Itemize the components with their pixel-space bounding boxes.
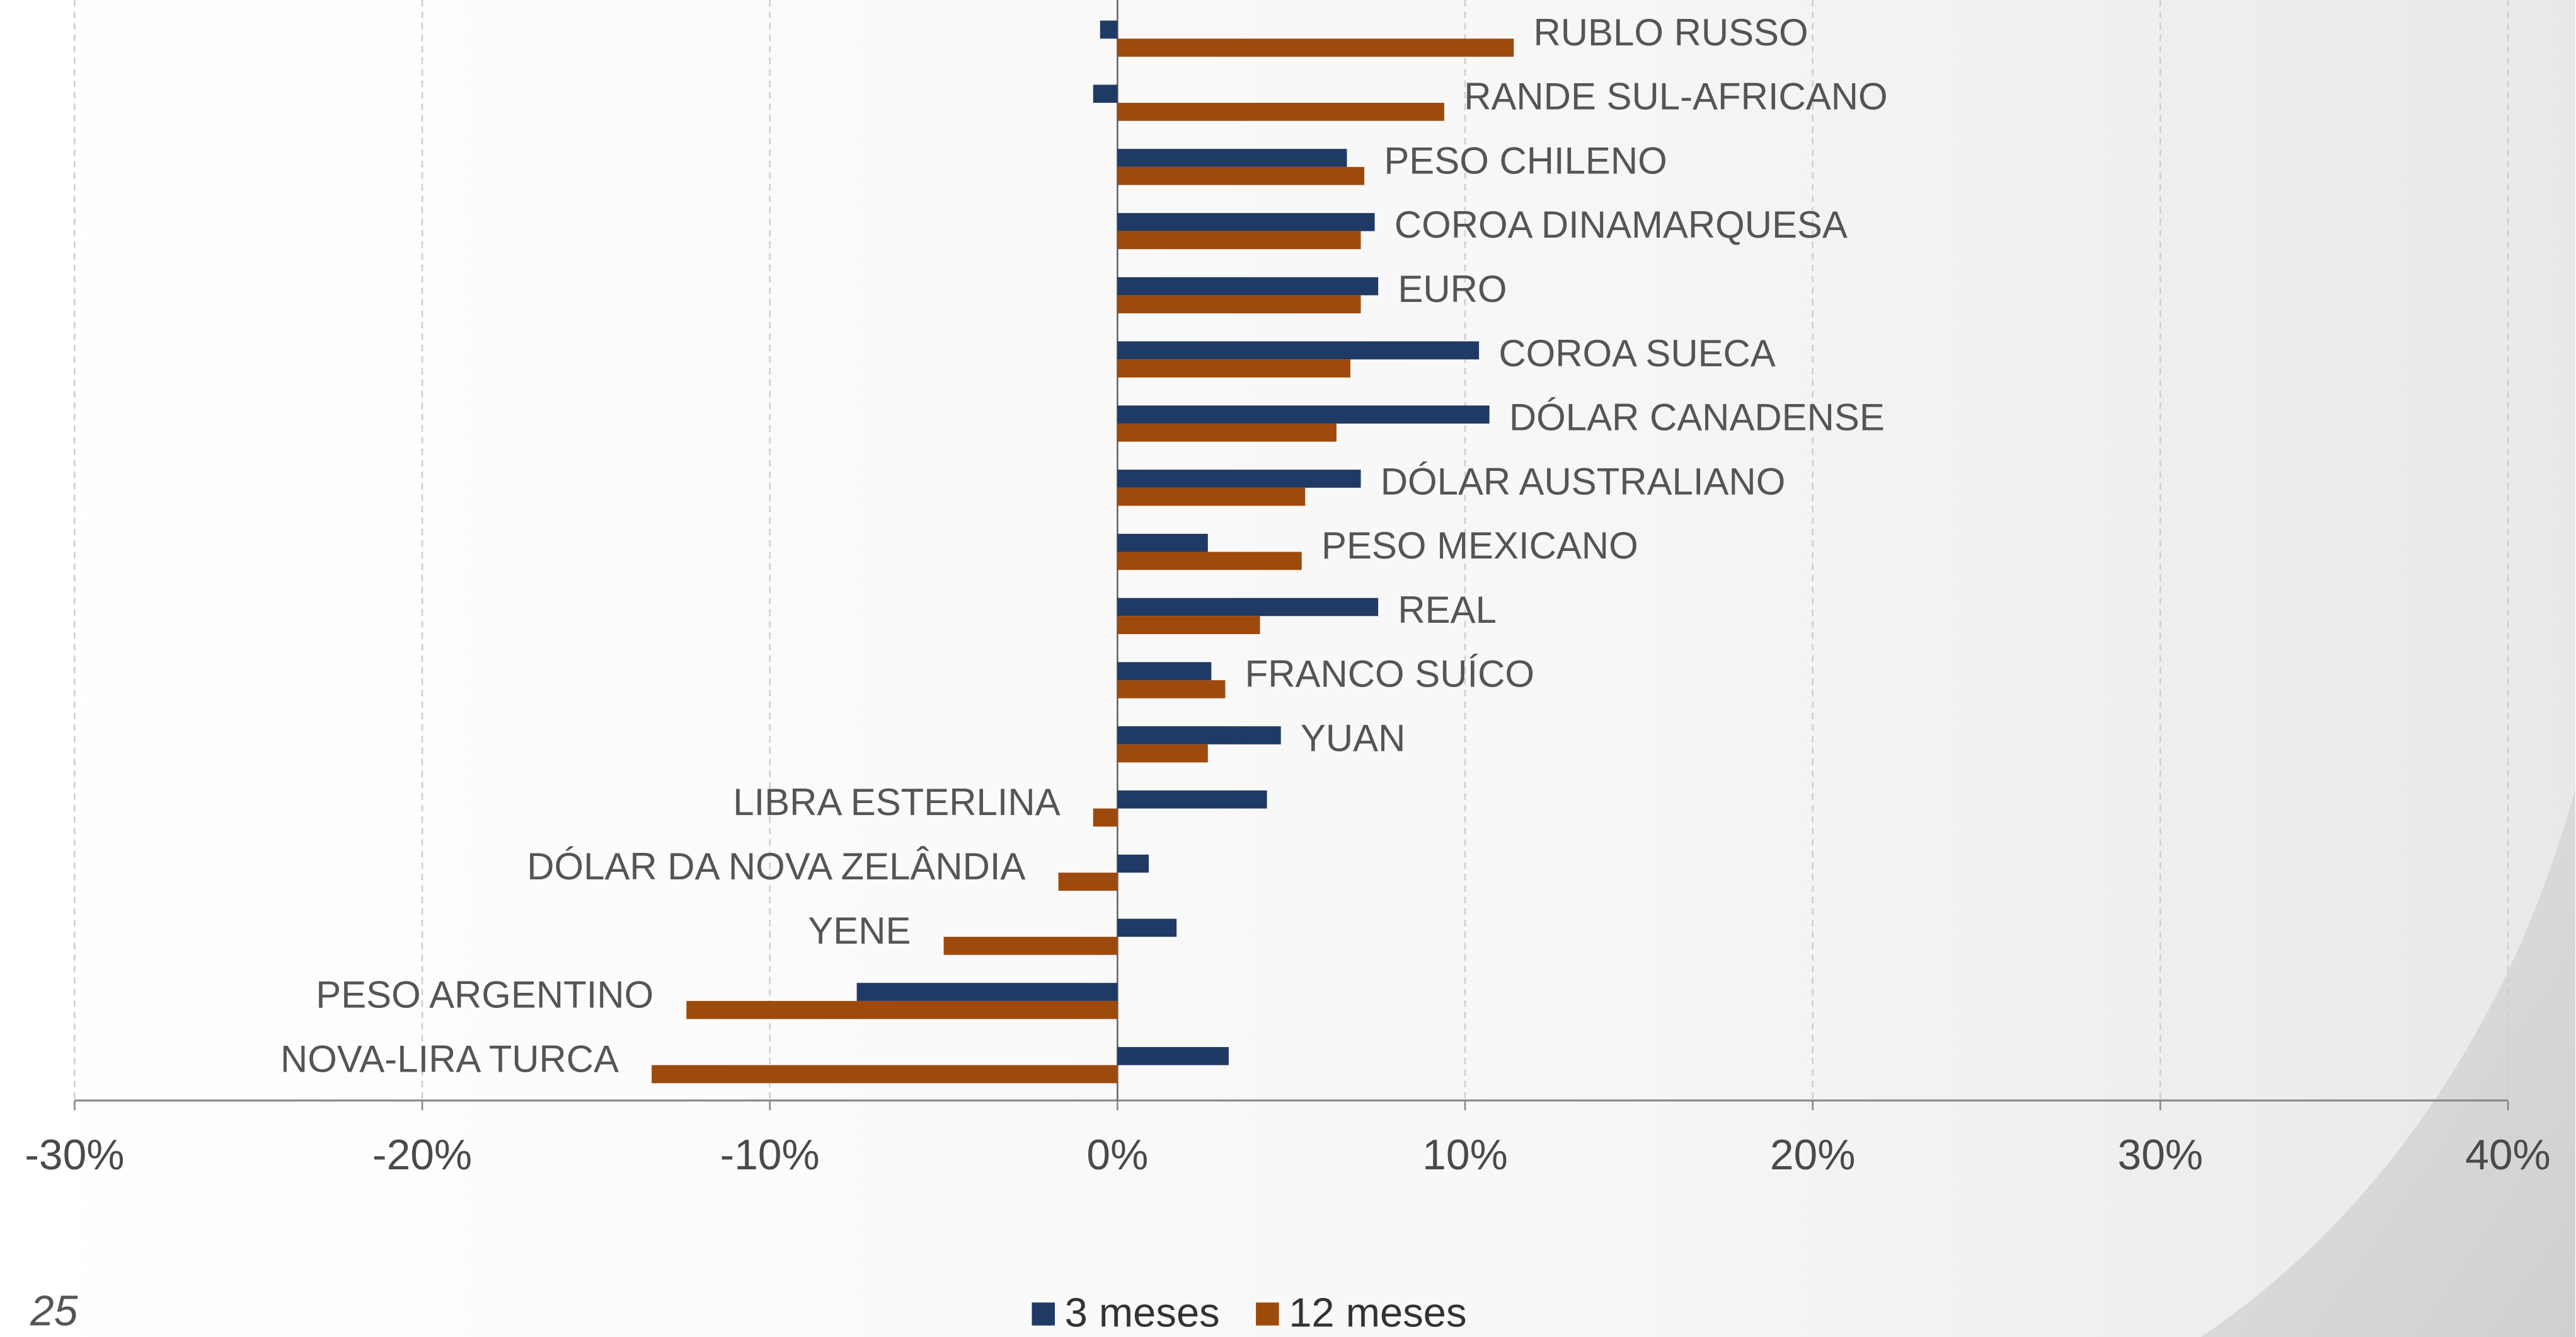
category-label: EURO xyxy=(1398,268,1507,310)
page-number: 25 xyxy=(30,1287,78,1334)
category-label: DÓLAR AUSTRALIANO xyxy=(1381,460,1786,502)
legend-label: 12 meses xyxy=(1289,1289,1466,1335)
bar xyxy=(652,1065,1118,1084)
category-label: RUBLO RUSSO xyxy=(1534,11,1808,54)
bar xyxy=(1117,790,1267,809)
bar xyxy=(1093,84,1118,103)
category-label: PESO MEXICANO xyxy=(1321,524,1638,567)
bar xyxy=(1117,487,1306,506)
x-tick-label: -10% xyxy=(720,1132,820,1179)
bar xyxy=(856,983,1118,1001)
bar xyxy=(1117,359,1350,378)
bar xyxy=(1117,598,1379,616)
x-tick-label: 0% xyxy=(1086,1132,1148,1179)
category-label: RANDE SUL-AFRICANO xyxy=(1464,76,1887,118)
bar xyxy=(1117,918,1177,937)
category-label: COROA SUECA xyxy=(1498,332,1775,374)
bar xyxy=(1117,854,1149,873)
category-label: REAL xyxy=(1398,589,1497,631)
bar xyxy=(1117,341,1480,360)
category-label: COROA DINAMARQUESA xyxy=(1394,204,1848,246)
legend-label: 3 meses xyxy=(1065,1289,1220,1335)
bar xyxy=(1117,423,1337,442)
category-label: DÓLAR CANADENSE xyxy=(1509,396,1885,439)
category-label: PESO ARGENTINO xyxy=(316,974,653,1016)
legend-swatch xyxy=(1256,1302,1279,1326)
bar xyxy=(1117,662,1212,681)
x-tick-label: -30% xyxy=(25,1132,124,1179)
bar xyxy=(1117,470,1361,488)
bar xyxy=(1117,680,1226,698)
bar xyxy=(1117,149,1347,167)
bar xyxy=(1058,872,1118,891)
x-tick-label: 30% xyxy=(2118,1132,2204,1179)
x-tick-label: 40% xyxy=(2465,1132,2551,1179)
bar xyxy=(1117,1047,1229,1065)
bar xyxy=(1117,277,1379,296)
bar xyxy=(1100,20,1118,39)
x-tick-label: 20% xyxy=(1770,1132,1856,1179)
bar xyxy=(1117,744,1208,763)
bar xyxy=(1117,38,1514,57)
category-label: NOVA-LIRA TURCA xyxy=(280,1038,619,1080)
bar xyxy=(1117,405,1490,424)
category-label: PESO CHILENO xyxy=(1384,139,1667,182)
bar xyxy=(1117,616,1260,634)
category-label: YUAN xyxy=(1301,717,1405,759)
bar xyxy=(1117,726,1281,744)
bar xyxy=(1117,212,1375,231)
bar xyxy=(1117,552,1302,570)
legend-swatch xyxy=(1032,1302,1055,1326)
category-label: LIBRA ESTERLINA xyxy=(733,781,1060,823)
category-label: YENE xyxy=(808,910,911,952)
bar xyxy=(1093,808,1118,827)
bar xyxy=(1117,231,1361,250)
bar xyxy=(1117,295,1361,314)
x-tick-label: 10% xyxy=(1422,1132,1508,1179)
bar xyxy=(1117,103,1444,121)
x-tick-label: -20% xyxy=(372,1132,472,1179)
bar xyxy=(1117,533,1208,552)
decor-swoosh xyxy=(2200,788,2575,1337)
bar xyxy=(686,1000,1118,1019)
category-label: FRANCO SUÍCO xyxy=(1245,653,1534,695)
bar xyxy=(943,937,1118,955)
bar xyxy=(1117,166,1365,185)
category-label: DÓLAR DA NOVA ZELÂNDIA xyxy=(527,845,1025,888)
